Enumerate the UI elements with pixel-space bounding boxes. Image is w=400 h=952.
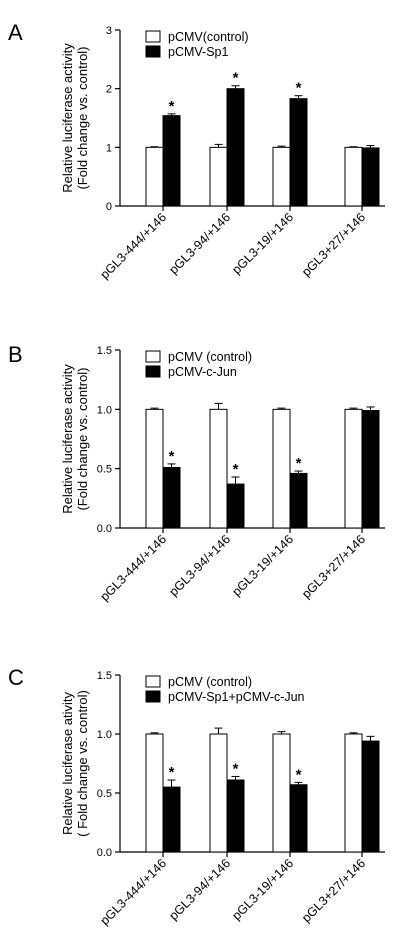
bar-treatment	[162, 786, 181, 853]
y-tick-label: 0.5	[97, 464, 112, 476]
bar-treatment	[361, 147, 380, 207]
legend-label: pCMV (control)	[168, 350, 252, 364]
bar-control	[145, 733, 164, 853]
panel-letter-c: C	[8, 665, 24, 690]
bar-control	[272, 146, 291, 207]
legend-swatch	[145, 365, 161, 378]
legend-swatch	[145, 45, 161, 58]
category-label: pGL3-444/+146	[98, 532, 170, 604]
category-label: pGL3-444/+146	[98, 856, 170, 928]
significance-marker: *	[296, 455, 302, 472]
y-tick-label: 1.5	[97, 345, 112, 357]
legend-label: pCMV(control)	[168, 30, 249, 44]
bar-control	[344, 408, 363, 529]
category-label: pGL3+27/+146	[299, 856, 368, 925]
significance-marker: *	[233, 760, 239, 777]
bar-control	[272, 408, 291, 529]
bar-control	[209, 146, 228, 207]
significance-marker: *	[296, 80, 302, 97]
category-label: pGL3+27/+146	[299, 210, 368, 279]
bar-treatment	[361, 740, 380, 853]
y-tick-label: 2	[106, 84, 112, 96]
category-label: pGL3-94/+146	[166, 210, 233, 277]
legend-swatch	[145, 675, 161, 688]
panel-letter-a: A	[8, 20, 23, 45]
y-axis-label: Relative luciferase ativity	[60, 691, 75, 835]
y-axis-label: Relative luciferase activity	[60, 364, 75, 514]
legend-label: pCMV-Sp1+pCMV-c-Jun	[168, 690, 305, 704]
legend-swatch	[145, 30, 161, 43]
bar-treatment	[289, 472, 308, 529]
y-tick-label: 0	[106, 201, 112, 213]
legend-swatch	[145, 690, 161, 703]
bar-treatment	[162, 466, 181, 529]
bar-control	[145, 146, 164, 207]
bar-control	[209, 408, 228, 529]
y-tick-label: 3	[106, 25, 112, 37]
category-label: pGL3-19/+146	[229, 210, 296, 277]
y-tick-label: 1.0	[97, 404, 112, 416]
significance-marker: *	[296, 766, 302, 783]
significance-marker: *	[169, 764, 175, 781]
y-axis-label: (Fold change vs. control)	[75, 46, 90, 189]
y-axis-label: (Fold change vs. control)	[75, 367, 90, 510]
y-axis-label: ( Fold change vs. control)	[75, 690, 90, 837]
bar-treatment	[162, 115, 181, 207]
y-tick-label: 0.0	[97, 523, 112, 535]
bar-control	[344, 733, 363, 853]
bar-treatment	[226, 483, 245, 529]
panel-c: C 0.0 0.5 1.0 1.5 Relative luciferase ativit…	[8, 665, 385, 928]
legend-swatch	[145, 350, 161, 363]
bar-treatment	[226, 88, 245, 207]
bar-treatment	[361, 410, 380, 529]
y-tick-label: 1.5	[97, 670, 112, 682]
bar-control	[145, 408, 164, 529]
y-tick-label: 1	[106, 142, 112, 154]
category-label: pGL3-444/+146	[98, 210, 170, 282]
significance-marker: *	[233, 461, 239, 478]
significance-marker: *	[169, 98, 175, 115]
y-tick-label: 0.5	[97, 788, 112, 800]
bar-treatment	[289, 98, 308, 207]
legend-label: pCMV (control)	[168, 675, 252, 689]
category-label: pGL3-19/+146	[229, 532, 296, 599]
y-axis-label: Relative luciferase activity	[60, 43, 75, 193]
category-label: pGL3-94/+146	[166, 856, 233, 923]
bar-treatment	[289, 784, 308, 853]
significance-marker: *	[169, 448, 175, 465]
bar-control	[344, 146, 363, 207]
y-tick-label: 1.0	[97, 729, 112, 741]
panel-b: B 0.0 0.5 1.0 1.5 Relative luciferase activi…	[8, 342, 385, 604]
category-label: pGL3-19/+146	[229, 856, 296, 923]
panel-letter-b: B	[8, 342, 23, 367]
legend-label: pCMV-c-Jun	[168, 365, 237, 379]
category-label: pGL3+27/+146	[299, 532, 368, 601]
bar-control	[272, 733, 291, 853]
significance-marker: *	[233, 70, 239, 87]
panel-a: A 0 1 2 3 Relative luciferase activity (Fold …	[8, 20, 385, 282]
legend-label: pCMV-Sp1	[168, 45, 228, 59]
bar-treatment	[226, 779, 245, 853]
y-tick-label: 0.0	[97, 847, 112, 859]
bar-control	[209, 733, 228, 853]
category-label: pGL3-94/+146	[166, 532, 233, 599]
